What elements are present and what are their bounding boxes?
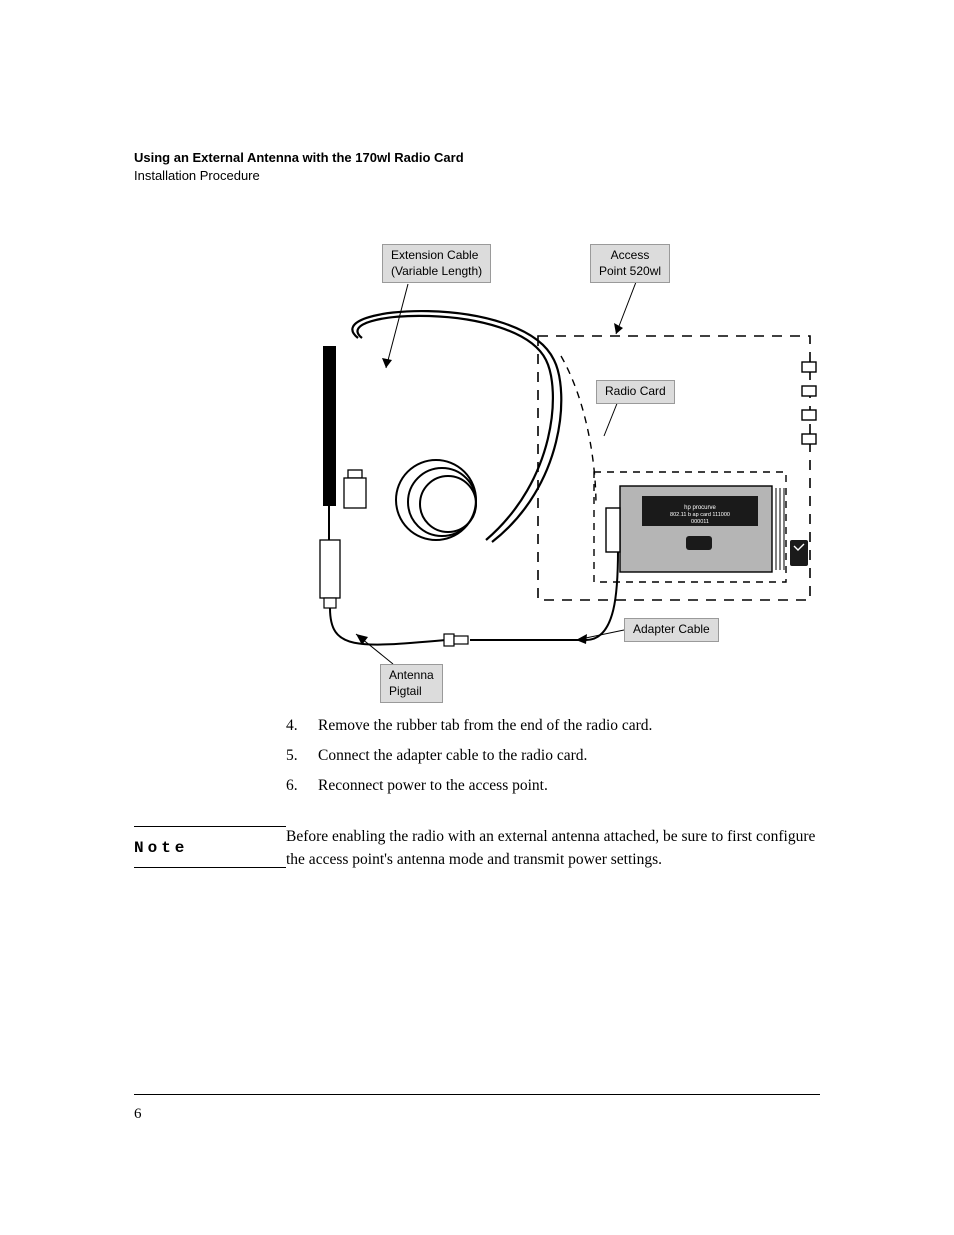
step-text: Reconnect power to the access point. xyxy=(318,774,826,798)
step-number: 6. xyxy=(286,774,318,798)
svg-text:hp procurve: hp procurve xyxy=(684,505,716,511)
callout-text: Radio Card xyxy=(605,384,666,398)
callout-text: Antenna xyxy=(389,668,434,682)
footer-rule xyxy=(134,1094,820,1095)
note-label: Note xyxy=(134,826,286,868)
callout-text: Pigtail xyxy=(389,684,422,698)
svg-text:000011: 000011 xyxy=(691,519,709,525)
step-item: 6. Reconnect power to the access point. xyxy=(286,774,826,798)
callout-adapter-cable: Adapter Cable xyxy=(624,618,719,642)
svg-text:802.11 b ap card 111000: 802.11 b ap card 111000 xyxy=(670,512,730,518)
callout-text: (Variable Length) xyxy=(391,264,482,278)
page-number: 6 xyxy=(134,1106,142,1123)
callout-antenna-pigtail: Antenna Pigtail xyxy=(380,664,443,703)
callout-access-point: Access Point 520wl xyxy=(590,244,670,283)
page-header: Using an External Antenna with the 170wl… xyxy=(134,150,820,185)
callout-text: Extension Cable xyxy=(391,248,478,262)
steps-list: 4. Remove the rubber tab from the end of… xyxy=(286,714,826,798)
step-text: Connect the adapter cable to the radio c… xyxy=(318,744,826,768)
figure: hp procurve 802.11 b ap card 111000 0000… xyxy=(286,240,826,700)
diagram-svg: hp procurve 802.11 b ap card 111000 0000… xyxy=(286,240,826,700)
page: Using an External Antenna with the 170wl… xyxy=(0,0,954,1235)
note-block: Note Before enabling the radio with an e… xyxy=(134,826,820,871)
step-number: 4. xyxy=(286,714,318,738)
doc-subtitle: Installation Procedure xyxy=(134,167,820,185)
callout-text: Adapter Cable xyxy=(633,622,710,636)
step-text: Remove the rubber tab from the end of th… xyxy=(318,714,826,738)
step-item: 4. Remove the rubber tab from the end of… xyxy=(286,714,826,738)
callout-text: Point 520wl xyxy=(599,264,661,278)
doc-title: Using an External Antenna with the 170wl… xyxy=(134,150,820,167)
step-number: 5. xyxy=(286,744,318,768)
callout-radio-card: Radio Card xyxy=(596,380,675,404)
note-body: Before enabling the radio with an extern… xyxy=(286,826,820,871)
step-item: 5. Connect the adapter cable to the radi… xyxy=(286,744,826,768)
callout-extension-cable: Extension Cable (Variable Length) xyxy=(382,244,491,283)
callout-text: Access xyxy=(611,248,650,262)
note-label-column: Note xyxy=(134,826,286,868)
